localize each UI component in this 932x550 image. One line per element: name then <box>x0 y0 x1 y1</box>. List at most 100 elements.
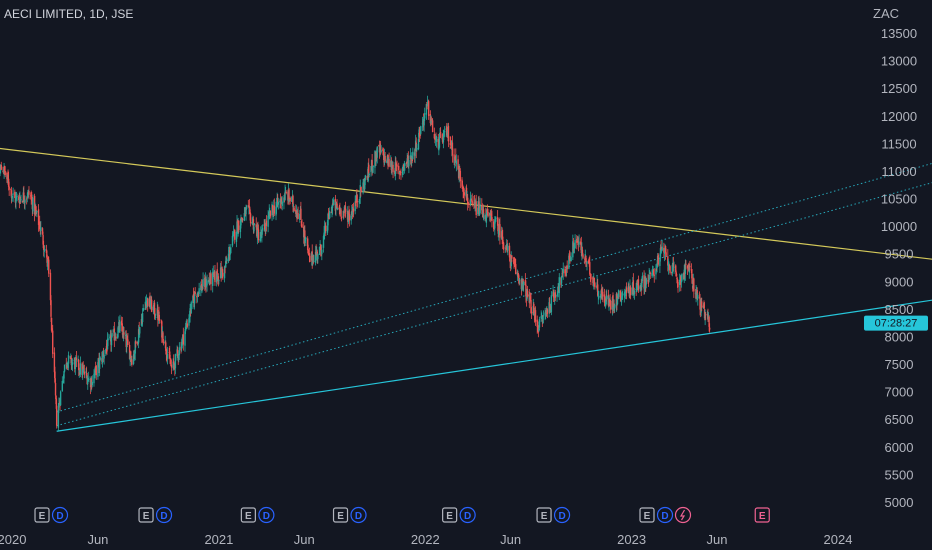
candle-body <box>511 255 513 259</box>
candle-body <box>300 208 302 220</box>
candle-body <box>695 291 697 296</box>
candle-body <box>403 166 406 168</box>
split-event-icon[interactable] <box>674 506 692 524</box>
candle-body <box>30 197 32 199</box>
candle-body <box>240 217 243 221</box>
candle-body <box>284 191 286 201</box>
candle-body <box>120 320 123 326</box>
candle-body <box>434 136 436 140</box>
dividend-event-icon[interactable] <box>155 506 173 524</box>
candle-body <box>16 195 18 197</box>
candle-body <box>467 202 469 206</box>
candle-body <box>225 260 227 268</box>
earnings-event-icon[interactable] <box>332 507 349 523</box>
dividend-event-icon[interactable] <box>459 506 476 524</box>
candle-body <box>111 333 113 337</box>
candle-body <box>301 224 303 228</box>
candle-body <box>423 116 425 126</box>
candle-body <box>142 307 144 312</box>
candle-body <box>414 148 416 157</box>
candle-body <box>136 342 139 344</box>
candle-body <box>214 271 216 283</box>
candle-body <box>216 269 218 280</box>
candle-body <box>438 137 441 148</box>
earnings-event-icon[interactable] <box>34 507 50 523</box>
trendlines-layer <box>0 147 932 432</box>
candle-body <box>196 292 199 296</box>
candle-body <box>318 247 321 256</box>
candle-body <box>676 279 679 282</box>
candle-body <box>231 235 234 246</box>
candle-body <box>352 208 355 213</box>
candle-body <box>304 238 307 241</box>
candle-body <box>394 162 397 177</box>
dividend-event-label: D <box>464 511 471 522</box>
time-tick-label: Jun <box>707 532 728 547</box>
channel-trendline[interactable] <box>56 161 932 413</box>
candle-body <box>364 175 367 181</box>
resistance-trendline[interactable] <box>0 147 932 260</box>
candle-body <box>170 364 173 368</box>
candle-body <box>66 364 68 365</box>
candle-body <box>699 298 701 310</box>
candle-body <box>570 257 572 262</box>
earnings-event-icon[interactable] <box>536 507 552 523</box>
candle-body <box>665 252 667 256</box>
price-axis[interactable]: 13500 13000 12500 12000 11500 11000 10500 10000… <box>881 26 917 510</box>
candle-body <box>517 274 520 279</box>
dividend-event-label: D <box>263 511 270 522</box>
candle-body <box>314 251 317 263</box>
candle-body <box>566 265 568 270</box>
candle-body <box>331 205 333 212</box>
candle-body <box>647 279 650 281</box>
time-axis[interactable]: 2020 Jun 2021 Jun 2022 Jun 2023 Jun 2024 <box>0 532 852 547</box>
earnings-event-icon[interactable] <box>240 507 256 523</box>
candle-body <box>643 287 646 290</box>
candle-body <box>613 303 615 308</box>
earnings-event-label: E <box>541 511 548 522</box>
candle-body <box>292 206 295 208</box>
dividend-event-icon[interactable] <box>656 506 674 524</box>
candle-body <box>4 171 6 176</box>
price-tick-label: 12500 <box>881 81 917 96</box>
dividend-event-icon[interactable] <box>51 506 69 524</box>
candle-body <box>399 170 402 172</box>
dividend-event-icon[interactable] <box>350 506 367 524</box>
candle-body <box>264 224 266 230</box>
candle-body <box>573 246 575 250</box>
candle-body <box>574 240 576 249</box>
candle-body <box>602 291 604 297</box>
earnings-event-icon[interactable] <box>138 507 154 523</box>
support-trendline[interactable] <box>56 299 932 432</box>
candle-body <box>483 215 485 220</box>
earnings-event-icon[interactable] <box>754 507 770 523</box>
earnings-event-icon[interactable] <box>639 507 655 523</box>
earnings-event-icon[interactable] <box>442 507 458 523</box>
candle-body <box>367 166 369 182</box>
candle-body <box>625 287 628 293</box>
earnings-event-label: E <box>759 511 766 522</box>
candle-body <box>243 213 246 221</box>
candle-body <box>150 299 153 312</box>
dividend-event-icon[interactable] <box>553 506 571 524</box>
candle-body <box>225 262 227 264</box>
candle-body <box>425 103 428 115</box>
candle-body <box>306 238 309 251</box>
candle-body <box>582 254 584 258</box>
candle-body <box>325 225 327 232</box>
channel-trendline[interactable] <box>56 180 932 427</box>
candle-body <box>26 197 28 199</box>
candle-body <box>542 317 544 320</box>
candle-body <box>453 154 455 163</box>
candle-body <box>459 169 461 172</box>
candle-body <box>61 381 64 392</box>
candle-body <box>379 146 382 153</box>
candle-body <box>667 264 670 268</box>
dividend-event-icon[interactable] <box>258 506 275 524</box>
candle-body <box>382 150 385 156</box>
candle-body <box>335 202 337 210</box>
candle-body <box>53 352 56 373</box>
candle-body <box>251 222 253 225</box>
